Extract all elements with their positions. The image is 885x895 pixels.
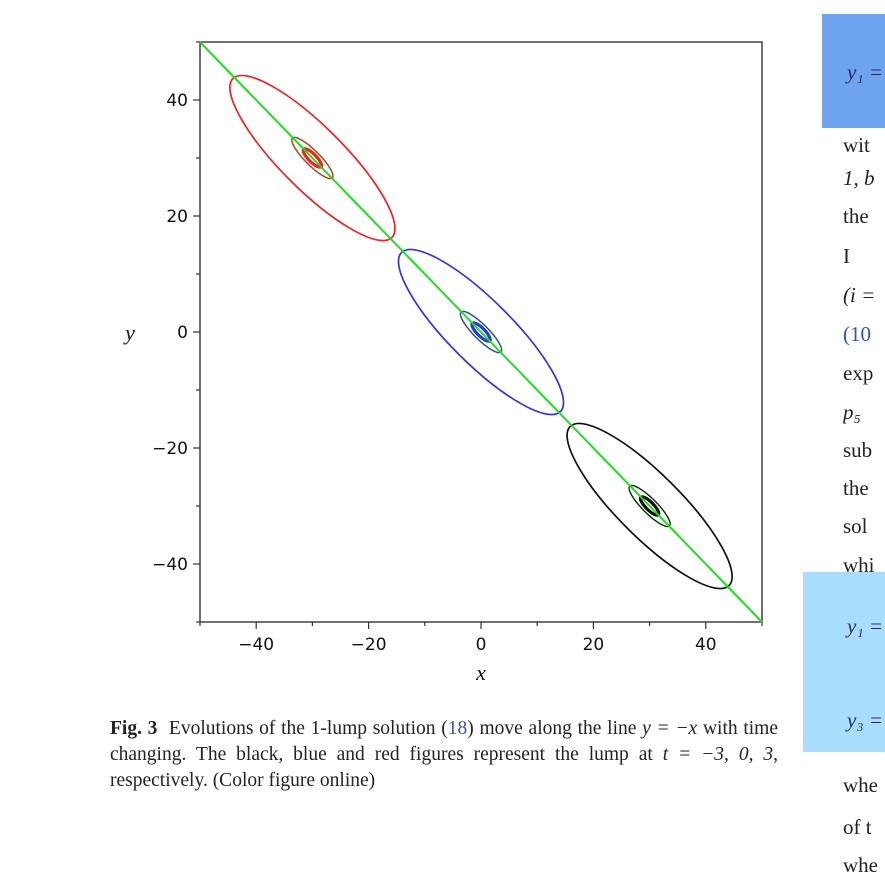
right-column-line: wit: [843, 133, 870, 157]
equation-reference-link[interactable]: 18: [447, 718, 468, 739]
y-tick-label: −40: [152, 555, 188, 575]
equation-highlight-bottom: y₁ = y₃ =: [803, 572, 885, 752]
x-tick-label: 20: [583, 635, 605, 655]
right-column-line: whe: [843, 853, 878, 877]
caption-text-4: , respectively. (Color figure online): [110, 744, 778, 791]
caption-text-3: with time changing. The black, blue and …: [110, 718, 779, 765]
equation-fragment: y₁ =: [847, 614, 884, 638]
right-column-line: I: [843, 244, 850, 268]
caption-math-line: y = −x: [642, 718, 698, 739]
right-column-line: whe: [843, 773, 878, 797]
figure-3: −40 −20 0 20 40 40 20 0 −20 −40 x y: [100, 20, 780, 700]
right-column-line: (i =: [843, 283, 876, 307]
y-tick-label: 40: [166, 91, 188, 111]
lump-evolution-plot: −40 −20 0 20 40 40 20 0 −20 −40 x y: [123, 41, 763, 685]
right-column-line: (10: [843, 322, 871, 346]
right-column-line: of t: [843, 815, 872, 839]
caption-text-2: ) move along the line: [467, 718, 643, 739]
right-column-line: whi: [843, 553, 875, 577]
lump-outer-contour: [229, 74, 396, 242]
y-tick-label: 0: [177, 323, 188, 343]
lump-outer-contour: [566, 422, 733, 590]
y-tick-label: −20: [152, 439, 188, 459]
caption-math-times: t = −3, 0, 3: [662, 744, 774, 765]
x-tick-label: −40: [238, 635, 274, 655]
right-column-line: the: [843, 204, 869, 228]
right-column-line: the: [843, 476, 869, 500]
lump-outer-contour: [397, 248, 565, 416]
right-column-line: sol: [843, 514, 868, 538]
right-column-line: sub: [843, 438, 873, 462]
line-y-equals-minus-x: [199, 41, 763, 623]
x-tick-label: 0: [476, 635, 487, 655]
right-column-line: p₅: [843, 400, 861, 424]
equation-highlight-top: y₁ =: [822, 14, 885, 128]
y-tick-label: 20: [166, 207, 188, 227]
figure-label: Fig. 3: [110, 718, 158, 739]
x-axis-label: x: [475, 660, 486, 685]
caption-text-1: Evolutions of the 1-lump solution (: [168, 718, 448, 739]
equation-fragment: y₃ =: [847, 708, 884, 732]
right-column-line: 1, b: [843, 166, 875, 190]
x-tick-label: 40: [695, 635, 717, 655]
x-tick-label: −20: [351, 635, 387, 655]
right-column-line: exp: [843, 361, 874, 385]
y-axis-label: y: [123, 320, 135, 345]
equation-fragment: y₁ =: [847, 60, 884, 84]
figure-caption: Fig. 3 Evolutions of the 1-lump solution…: [110, 716, 778, 794]
